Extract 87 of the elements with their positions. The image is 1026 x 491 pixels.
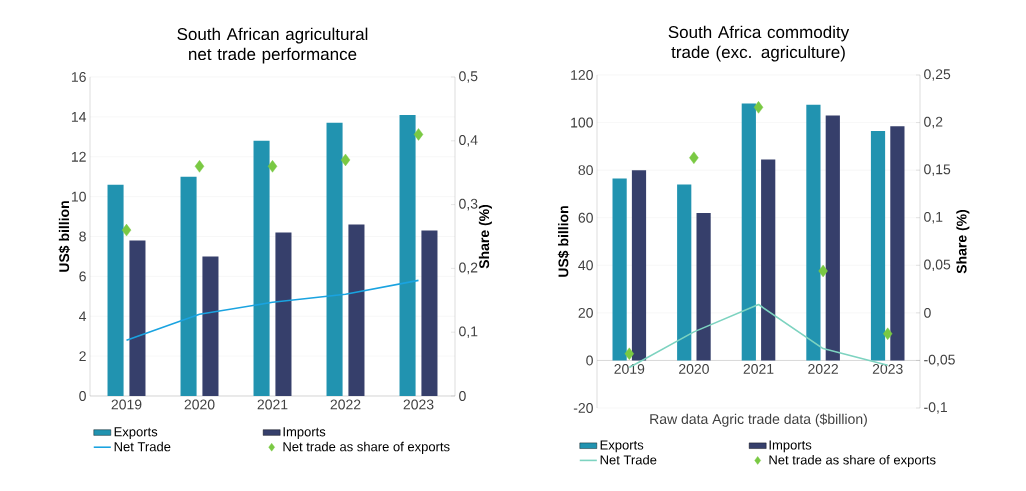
legend-label: Imports — [769, 440, 812, 453]
bar — [399, 114, 416, 396]
point — [624, 347, 635, 360]
legend-label: Exports — [114, 427, 158, 439]
bar — [612, 178, 627, 361]
bar — [275, 232, 292, 396]
x-tick-label: 2019 — [614, 363, 645, 374]
point — [818, 264, 828, 278]
point — [413, 128, 424, 141]
legend-label: Net Trade — [600, 454, 657, 465]
y2-tick-label: 0,4 — [459, 135, 478, 147]
y2-tick-label: 0,25 — [924, 69, 951, 81]
x-tick-label: 2021 — [257, 399, 288, 410]
y2-tick-label: 0 — [924, 307, 931, 318]
bar — [761, 159, 776, 361]
x-tick-label: 2021 — [743, 363, 774, 374]
y2-tick-label: -0,05 — [924, 354, 955, 367]
bar — [677, 184, 692, 361]
y2-tick-label: 0,2 — [459, 262, 478, 275]
y2-tick-label: 0,1 — [459, 326, 478, 338]
point — [194, 160, 205, 173]
y2-tick-label: 0,3 — [459, 198, 478, 211]
legend-label: Net trade as share of exports — [283, 441, 450, 454]
y-axis-title: US$ billion — [58, 201, 71, 272]
y2-tick-label: -0,1 — [924, 402, 947, 414]
x-tick-label: 2022 — [808, 363, 838, 374]
chart-title: South African agricultural net trade performance — [177, 27, 368, 64]
bar — [107, 184, 124, 396]
y2-axis-title: Share (%) — [956, 209, 970, 274]
x-tick-label: 2020 — [184, 399, 215, 410]
y-tick-label: 4 — [79, 311, 87, 322]
y-tick-label: 12 — [71, 151, 86, 162]
point — [267, 160, 278, 173]
y-axis-title: US$ billion — [557, 206, 570, 277]
y-tick-label: 0 — [79, 391, 86, 401]
bar — [696, 212, 711, 361]
bar — [180, 176, 197, 396]
bar — [326, 122, 343, 396]
bar — [348, 224, 365, 396]
bar — [631, 170, 647, 361]
chart-title: South Africa commodity trade (exc. agriculture) — [668, 25, 850, 62]
point — [340, 153, 351, 167]
x-tick-label: 2019 — [111, 399, 142, 410]
y-tick-label: 8 — [79, 231, 86, 242]
point — [883, 327, 893, 340]
x-axis-title: Raw data Agric trade data ($billion) — [650, 413, 867, 427]
y2-tick-label: 0,05 — [924, 259, 951, 272]
y-tick-label: 80 — [578, 165, 593, 176]
y-tick-label: 0 — [586, 355, 593, 366]
y2-axis-title: Share (%) — [478, 204, 492, 269]
y-tick-label: 120 — [571, 70, 593, 80]
y-tick-label: 2 — [79, 351, 86, 362]
y2-tick-label: 0,2 — [924, 116, 943, 129]
x-tick-label: 2023 — [872, 363, 903, 374]
y-tick-label: 10 — [71, 191, 86, 202]
x-tick-label: 2022 — [330, 399, 361, 410]
y-tick-label: 100 — [571, 117, 593, 128]
bar — [253, 140, 270, 396]
bar — [806, 104, 821, 361]
bar — [741, 103, 756, 361]
bar — [421, 230, 438, 396]
bar — [825, 115, 840, 361]
y-tick-label: 60 — [578, 212, 593, 223]
y2-tick-label: 0 — [459, 391, 466, 401]
legend-label: Imports — [283, 427, 326, 439]
line-series — [125, 279, 420, 341]
y2-tick-label: 0,5 — [459, 71, 478, 83]
y2-tick-label: 0,15 — [924, 164, 951, 176]
bar — [202, 256, 219, 396]
y2-tick-label: 0,1 — [924, 211, 943, 224]
point — [121, 223, 132, 237]
x-tick-label: 2023 — [403, 399, 434, 410]
point — [753, 101, 764, 114]
legend-label: Exports — [600, 440, 644, 453]
y-tick-label: -20 — [573, 403, 593, 413]
y-tick-label: 20 — [578, 307, 593, 318]
y-tick-label: 6 — [79, 271, 86, 282]
x-tick-label: 2020 — [679, 363, 709, 374]
y-tick-label: 40 — [578, 260, 593, 271]
legend-label: Net trade as share of exports — [769, 454, 936, 468]
point — [689, 151, 699, 164]
y-tick-label: 16 — [71, 72, 86, 82]
y-tick-label: 14 — [71, 112, 87, 122]
bar — [890, 126, 905, 361]
bar — [129, 240, 146, 396]
legend-label: Net Trade — [114, 441, 171, 452]
bar — [870, 130, 886, 361]
